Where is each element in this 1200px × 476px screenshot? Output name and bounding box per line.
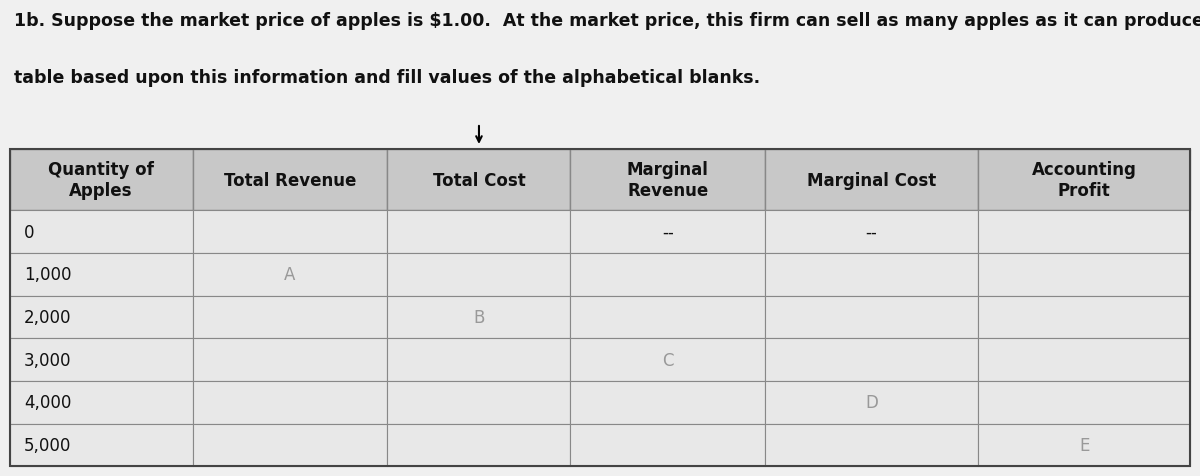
Bar xyxy=(193,211,388,254)
Bar xyxy=(10,339,193,381)
Bar xyxy=(978,339,1190,381)
Bar xyxy=(193,424,388,466)
Bar xyxy=(388,339,570,381)
Text: D: D xyxy=(865,394,878,412)
Bar xyxy=(10,150,193,211)
Bar xyxy=(978,381,1190,424)
Text: A: A xyxy=(284,266,295,284)
Text: 4,000: 4,000 xyxy=(24,394,71,412)
Bar xyxy=(10,424,193,466)
Bar xyxy=(193,150,388,211)
Bar xyxy=(193,254,388,296)
Text: Total Cost: Total Cost xyxy=(432,171,526,189)
Bar xyxy=(193,296,388,339)
Bar xyxy=(570,211,766,254)
Bar xyxy=(570,339,766,381)
Text: 1,000: 1,000 xyxy=(24,266,72,284)
Text: 5,000: 5,000 xyxy=(24,436,71,454)
Bar xyxy=(570,254,766,296)
Text: Accounting
Profit: Accounting Profit xyxy=(1032,161,1136,200)
Bar xyxy=(10,211,193,254)
Text: 2,000: 2,000 xyxy=(24,308,72,327)
Text: Quantity of
Apples: Quantity of Apples xyxy=(48,161,154,200)
Bar xyxy=(388,150,570,211)
Bar xyxy=(388,254,570,296)
Bar xyxy=(570,424,766,466)
Text: 0: 0 xyxy=(24,223,35,241)
Bar xyxy=(978,254,1190,296)
Bar xyxy=(570,381,766,424)
Bar xyxy=(10,254,193,296)
Bar xyxy=(978,150,1190,211)
Text: B: B xyxy=(473,308,485,327)
Bar xyxy=(766,296,978,339)
Bar xyxy=(388,381,570,424)
Text: 3,000: 3,000 xyxy=(24,351,72,369)
Text: Marginal Cost: Marginal Cost xyxy=(806,171,936,189)
Bar xyxy=(10,150,1190,466)
Bar xyxy=(10,381,193,424)
Bar xyxy=(978,424,1190,466)
Bar xyxy=(193,381,388,424)
Text: E: E xyxy=(1079,436,1090,454)
Bar xyxy=(766,150,978,211)
Bar xyxy=(766,424,978,466)
Bar xyxy=(766,381,978,424)
Bar xyxy=(978,211,1190,254)
Text: C: C xyxy=(662,351,673,369)
Bar xyxy=(766,339,978,381)
Bar xyxy=(766,211,978,254)
Bar xyxy=(388,296,570,339)
Bar xyxy=(388,424,570,466)
Bar xyxy=(193,339,388,381)
Bar xyxy=(388,211,570,254)
Text: table based upon this information and fill values of the alphabetical blanks.: table based upon this information and fi… xyxy=(14,69,761,87)
Bar xyxy=(570,150,766,211)
Text: Total Revenue: Total Revenue xyxy=(224,171,356,189)
Bar xyxy=(10,296,193,339)
Text: --: -- xyxy=(865,223,877,241)
Bar xyxy=(570,296,766,339)
Text: Marginal
Revenue: Marginal Revenue xyxy=(626,161,709,200)
Text: 1b. Suppose the market price of apples is $1.00.  At the market price, this firm: 1b. Suppose the market price of apples i… xyxy=(14,12,1200,30)
Text: --: -- xyxy=(662,223,673,241)
Bar xyxy=(766,254,978,296)
Bar xyxy=(978,296,1190,339)
